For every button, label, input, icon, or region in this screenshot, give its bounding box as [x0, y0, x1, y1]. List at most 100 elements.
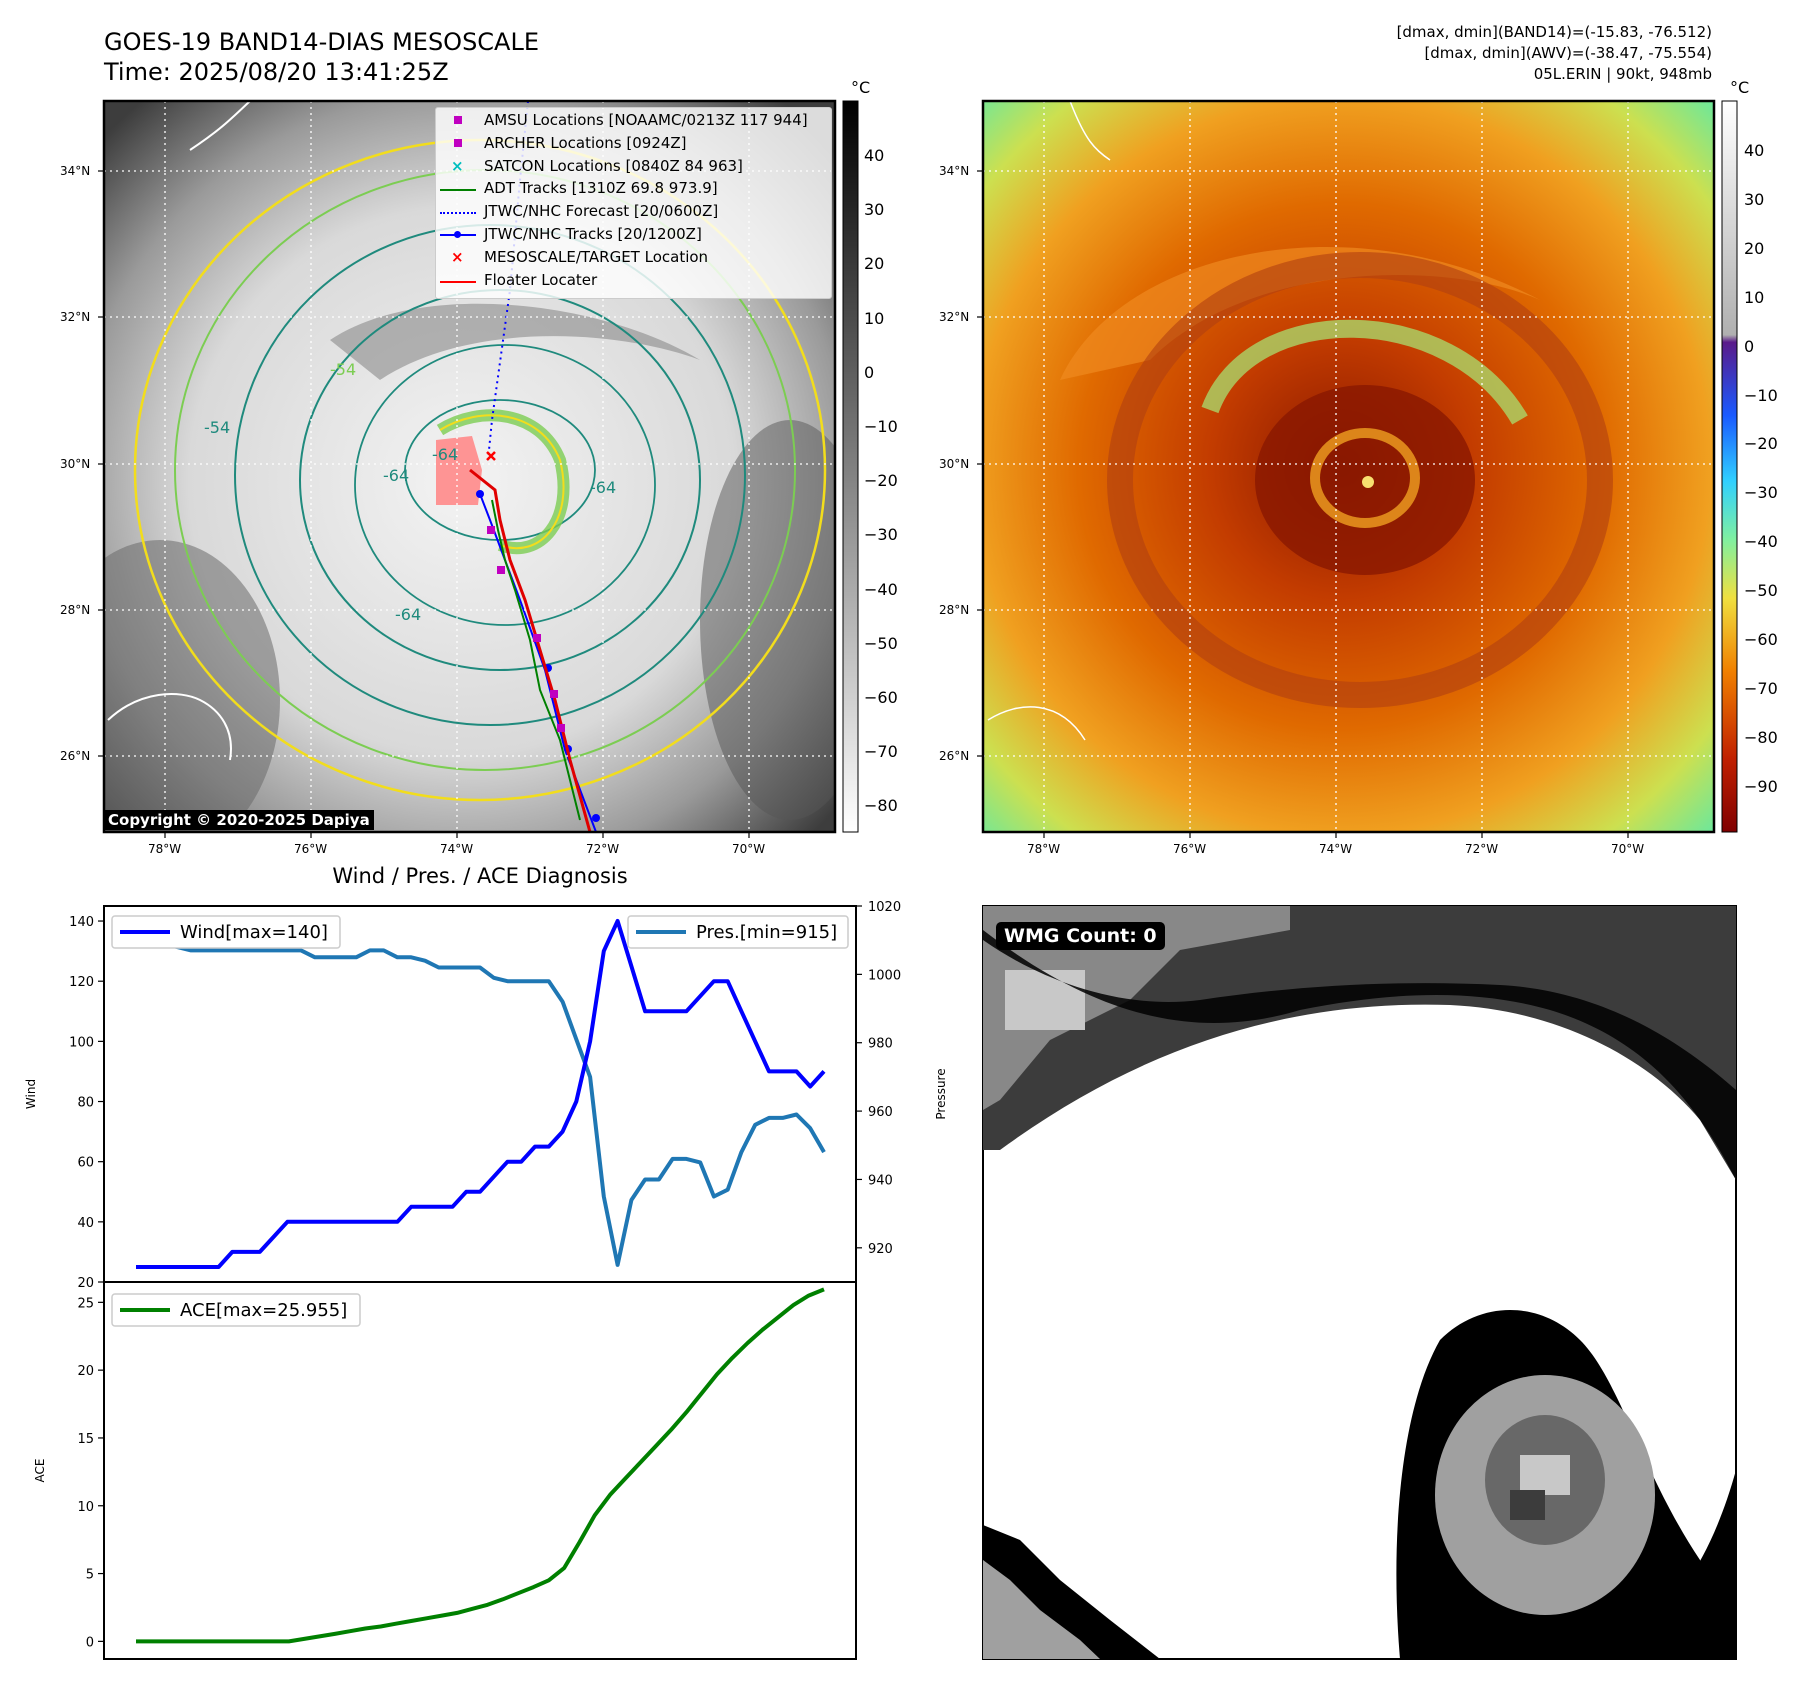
- colorbar-tick-label: −40: [1744, 532, 1778, 552]
- legend-entry: × SATCON Locations [0840Z 84 963]: [451, 156, 743, 175]
- legend-label: SATCON Locations [0840Z 84 963]: [484, 156, 743, 175]
- legend-label: JTWC/NHC Forecast [20/0600Z]: [484, 202, 719, 221]
- colorbar-tick-label: 20: [864, 254, 885, 274]
- legend-label: Pres.[min=915]: [696, 922, 837, 943]
- lat-label: 30°N: [60, 457, 91, 471]
- wind-tick-label: 40: [77, 1216, 94, 1231]
- legend-label: Floater Locater: [484, 270, 598, 289]
- legend-label: ACE[max=25.955]: [180, 1300, 347, 1321]
- lon-label: 74°W: [440, 842, 474, 856]
- colorbar-unit: °C: [851, 78, 871, 97]
- wind-tick-label: 100: [69, 1035, 94, 1050]
- legend-entry: JTWC/NHC Tracks [20/1200Z]: [440, 225, 832, 245]
- legend-label: ADT Tracks [1310Z 69.8 973.9]: [484, 179, 718, 198]
- colorbar-tick-label: 0: [1744, 336, 1755, 356]
- colorbar-tick-label: 0: [864, 362, 875, 382]
- colorbar-tick-label: −70: [1744, 678, 1778, 698]
- legend-dotted-icon: [440, 212, 476, 215]
- colorbar-tick-label: 40: [864, 146, 885, 165]
- info-line-3: 05L.ERIN | 90kt, 948mb: [1533, 65, 1712, 83]
- legend-entry: × MESOSCALE/TARGET Location: [451, 247, 709, 266]
- colorbar-tick-label: −80: [1744, 727, 1778, 747]
- wmg-count-label: WMG Count: 0: [996, 922, 1165, 950]
- contour-label: -54: [204, 418, 231, 437]
- legend-entry: Floater Locater: [440, 271, 832, 291]
- contour-label: -64: [383, 466, 410, 485]
- contour-label: -64: [395, 605, 422, 624]
- lon-label: 72°W: [1465, 842, 1499, 856]
- wind-tick-label: 140: [69, 915, 94, 930]
- pressure-tick-label: 980: [868, 1037, 893, 1052]
- colorbar-tick-label: −40: [864, 579, 898, 599]
- chart-title: Wind / Pres. / ACE Diagnosis: [332, 864, 628, 888]
- legend-label: JTWC/NHC Tracks [20/1200Z]: [484, 225, 702, 243]
- legend-label: MESOSCALE/TARGET Location: [484, 247, 709, 266]
- colorbar-tick-label: 30: [864, 200, 885, 220]
- colorbar-tick-label: −90: [1744, 776, 1778, 796]
- pressure-tick-label: 1020: [868, 900, 901, 915]
- legend-label: AMSU Locations [NOAAMC/0213Z 117 944]: [484, 111, 808, 129]
- copyright-label: Copyright © 2020-2025 Dapiya: [104, 810, 374, 830]
- lon-label: 78°W: [148, 842, 182, 856]
- colorbar-tick-label: −80: [864, 796, 898, 816]
- plot-frame: [103, 905, 857, 1283]
- pressure-tick-label: 940: [868, 1173, 893, 1188]
- legend-entry: JTWC/NHC Forecast [20/0600Z]: [440, 202, 832, 222]
- ace-legend: [111, 1293, 361, 1327]
- colorbar-tick-label: 30: [1744, 189, 1765, 209]
- lat-label: 26°N: [60, 749, 91, 763]
- pressure-series-line: [136, 921, 826, 1267]
- colorbar-tick-label: 10: [864, 308, 885, 328]
- colorbar-tick-label: −30: [864, 525, 898, 545]
- contour-label: -64: [590, 478, 617, 497]
- wind-tick-label: 60: [77, 1156, 94, 1171]
- map-title: GOES-19 BAND14-DIAS MESOSCALE: [104, 28, 540, 56]
- wind-series-line: [136, 919, 826, 1269]
- colorbar-unit: °C: [1730, 78, 1750, 97]
- colorbar-tick-label: −10: [864, 417, 898, 436]
- y-axis-label: Wind: [24, 1079, 38, 1109]
- wind-tick-label: 80: [77, 1096, 94, 1111]
- wind-tick-label: 120: [69, 975, 94, 990]
- ace-tick-label: 5: [86, 1568, 94, 1583]
- map-time: Time: 2025/08/20 13:41:25Z: [104, 58, 449, 86]
- ace-series-line: [136, 1287, 825, 1644]
- pressure-tick-label: 960: [868, 1105, 893, 1120]
- colorbar-tick-label: −50: [864, 633, 898, 653]
- lon-label: 70°W: [732, 842, 766, 856]
- lat-label: 28°N: [939, 603, 970, 617]
- lat-label: 30°N: [939, 457, 970, 471]
- info-line-1: [dmax, dmin](BAND14)=(-15.83, -76.512): [1396, 23, 1712, 41]
- colorbar-tick-label: −60: [864, 688, 898, 707]
- legend-line-icon: [440, 189, 476, 192]
- legend-entry: ARCHER Locations [0924Z]: [440, 134, 832, 154]
- contour-label: -64: [432, 445, 459, 464]
- lat-label: 26°N: [939, 749, 970, 763]
- map-legend: [435, 107, 832, 299]
- lat-label: 28°N: [60, 603, 91, 617]
- lon-label: 74°W: [1319, 842, 1353, 856]
- legend-label: ARCHER Locations [0924Z]: [484, 133, 687, 152]
- colorbar-tick-label: −20: [864, 471, 898, 491]
- ace-tick-label: 0: [86, 1635, 94, 1650]
- ace-tick-label: 20: [77, 1364, 94, 1379]
- lat-label: 32°N: [939, 310, 970, 324]
- ace-tick-label: 15: [77, 1432, 94, 1447]
- wind-tick-label: 20: [77, 1276, 94, 1291]
- pressure-legend: [627, 915, 849, 949]
- legend-line-icon: [440, 280, 476, 283]
- legend-label: Wind[max=140]: [180, 922, 328, 943]
- colorbar-tick-label: −60: [1744, 630, 1778, 649]
- lon-label: 76°W: [1173, 842, 1207, 856]
- contour-label: -54: [330, 360, 357, 379]
- legend-entry: AMSU Locations [NOAAMC/0213Z 117 944]: [440, 111, 832, 131]
- colorbar-tick-label: −50: [1744, 581, 1778, 601]
- wind-legend: [111, 915, 341, 949]
- colorbar-tick-label: −70: [864, 742, 898, 762]
- ace-tick-label: 10: [77, 1500, 94, 1515]
- colorbar-tick-label: 20: [1744, 238, 1765, 258]
- lat-label: 34°N: [939, 164, 970, 178]
- lon-label: 70°W: [1611, 842, 1645, 856]
- lon-label: 72°W: [586, 842, 620, 856]
